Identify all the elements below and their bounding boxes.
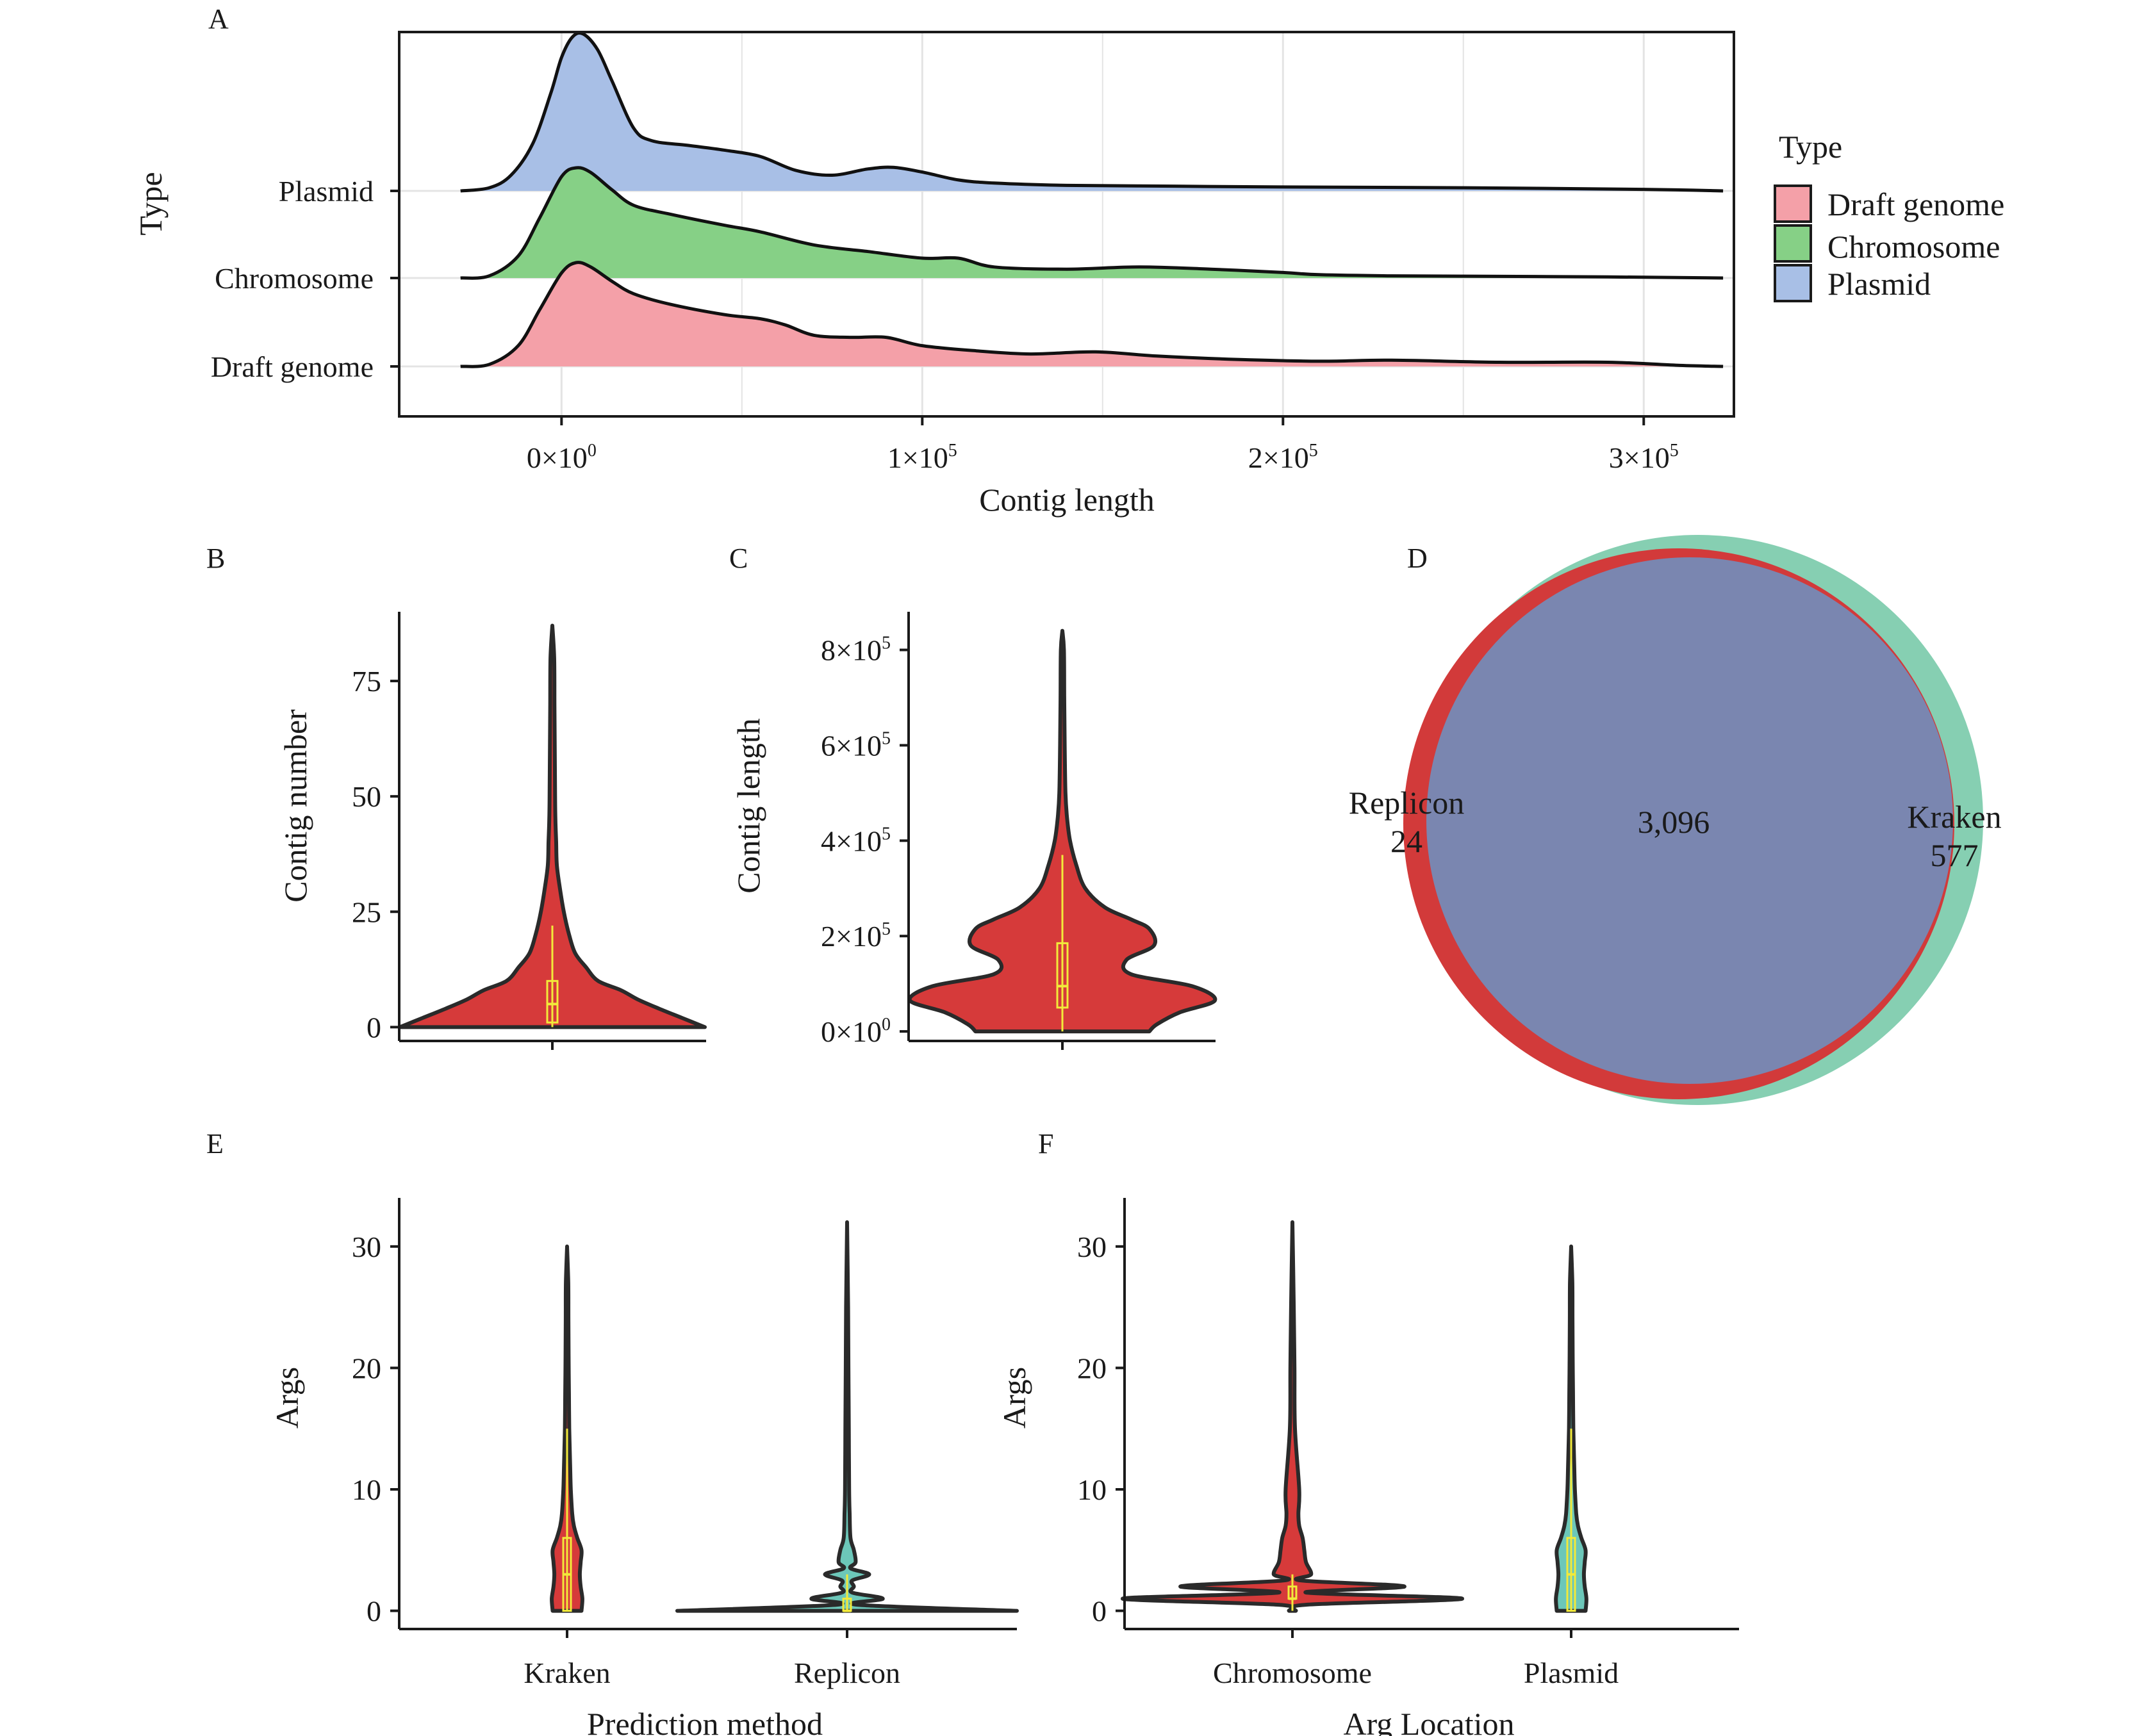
- panel-c-y-title: Contig length: [730, 718, 766, 894]
- e-xtick-label-kraken: Kraken: [524, 1657, 610, 1689]
- panel-b-axes: 0 25 50 75: [352, 612, 706, 1050]
- panel-e: E 0 10 20 30 Kraken Replicon Args Prediction …: [206, 1128, 1019, 1736]
- c-ytick-label: 4×105: [821, 824, 891, 857]
- panel-a-y-title: Type: [133, 172, 169, 235]
- venn-replicon-count: 24: [1390, 823, 1422, 859]
- e-ytick-label: 10: [352, 1473, 381, 1506]
- venn-intersection: [1426, 557, 1953, 1084]
- legend-title: Type: [1779, 129, 1842, 165]
- ridge-line-draft-genome: [460, 261, 1724, 368]
- ridge-fill-chromosome: [460, 167, 1724, 279]
- panel-d: D Replicon 24 3,096 Kraken 577: [1349, 535, 2002, 1105]
- panel-c-axes: 0×100 2×105 4×105 6×105 8×105: [821, 612, 1216, 1050]
- a-ytick-label-chromosome: Chromosome: [215, 262, 374, 295]
- venn-replicon-label: Replicon: [1349, 785, 1465, 821]
- panel-e-y-title: Args: [269, 1367, 305, 1429]
- panel-b-violin: [398, 623, 707, 1029]
- legend-swatch-chromosome: [1774, 224, 1812, 263]
- e-ytick-label: 0: [367, 1595, 381, 1628]
- c-ytick-label: 0×100: [821, 1015, 891, 1048]
- c-violin-body: [907, 628, 1217, 1034]
- panel-e-x-title: Prediction method: [587, 1706, 823, 1736]
- venn-intersection-count: 3,096: [1638, 804, 1710, 840]
- panel-f-violins: [1121, 1220, 1588, 1613]
- c-ytick-label: 2×105: [821, 919, 891, 953]
- venn-kraken-label: Kraken: [1907, 799, 2001, 835]
- f-ytick-label: 20: [1077, 1352, 1107, 1384]
- panel-a-x-title: Contig length: [979, 482, 1155, 518]
- c-ytick-label: 6×105: [821, 728, 891, 762]
- panel-e-axes: 0 10 20 30 Kraken Replicon: [352, 1198, 1017, 1689]
- panel-letter-a: A: [208, 3, 229, 35]
- panel-letter-b: B: [206, 543, 225, 574]
- f-ytick-label: 30: [1077, 1231, 1107, 1263]
- panel-f-y-title: Args: [996, 1367, 1032, 1429]
- panel-a-x-ticks: 0×100 1×105 2×105 3×105: [527, 416, 1679, 474]
- panel-letter-d: D: [1407, 543, 1428, 574]
- e-xtick-label-replicon: Replicon: [794, 1657, 900, 1689]
- legend-label-plasmid: Plasmid: [1827, 266, 1931, 302]
- panel-a-y-ticks: Draft genome Chromosome Plasmid: [211, 175, 399, 383]
- f-chromosome-violin-body: [1121, 1220, 1464, 1613]
- a-xtick-label: 2×105: [1248, 441, 1318, 474]
- f-ytick-label: 0: [1092, 1595, 1107, 1628]
- a-ytick-label-plasmid: Plasmid: [279, 175, 374, 208]
- panel-c-violin: [907, 628, 1217, 1034]
- legend-label-draft-genome: Draft genome: [1827, 186, 2004, 222]
- b-ytick-label: 50: [352, 780, 381, 813]
- panel-e-violins: [550, 1220, 1019, 1613]
- panel-f-x-title: Arg Location: [1343, 1706, 1514, 1736]
- b-ytick-label: 25: [352, 896, 381, 928]
- panel-f: F 0 10 20 30 Chromosome Plasmid Args Arg Loca…: [996, 1128, 1739, 1736]
- panel-b: B 0 25 50 75 Contig number: [206, 543, 707, 1050]
- f-xtick-label-chromosome: Chromosome: [1213, 1657, 1372, 1689]
- panel-a-legend: Type Draft genome Chromosome Plasmid: [1774, 129, 2004, 302]
- c-box: [1056, 942, 1069, 1009]
- panel-letter-e: E: [206, 1128, 224, 1159]
- a-xtick-label: 1×105: [887, 441, 957, 474]
- e-ytick-label: 20: [352, 1352, 381, 1384]
- panel-letter-c: C: [729, 543, 748, 574]
- a-xtick-label: 0×100: [527, 441, 597, 474]
- ridge-line-plasmid: [460, 31, 1724, 193]
- c-ytick-label: 8×105: [821, 634, 891, 667]
- a-ytick-label-draft-genome: Draft genome: [211, 350, 374, 383]
- legend-swatch-plasmid: [1774, 264, 1812, 302]
- panel-c: C 0×100 2×105 4×105 6×105 8×105 Contig lengt…: [729, 543, 1217, 1050]
- ridge-line-chromosome: [460, 166, 1724, 280]
- f-xtick-label-plasmid: Plasmid: [1524, 1657, 1619, 1689]
- panel-letter-f: F: [1038, 1128, 1053, 1159]
- legend-label-chromosome: Chromosome: [1827, 229, 2000, 265]
- panel-f-axes: 0 10 20 30 Chromosome Plasmid: [1077, 1198, 1739, 1689]
- b-ytick-label: 0: [367, 1011, 381, 1044]
- venn-kraken-count: 577: [1931, 837, 1979, 873]
- a-xtick-label: 3×105: [1609, 441, 1679, 474]
- panel-a-frame: [398, 31, 1735, 418]
- legend-swatch-draft-genome: [1774, 184, 1812, 223]
- e-replicon-violin-body: [675, 1220, 1019, 1613]
- f-ytick-label: 10: [1077, 1473, 1107, 1506]
- e-ytick-label: 30: [352, 1231, 381, 1263]
- b-violin-body: [398, 623, 707, 1029]
- panel-a-ridges: [460, 31, 1724, 368]
- b-box: [546, 979, 559, 1024]
- b-ytick-label: 75: [352, 665, 381, 698]
- panel-b-y-title: Contig number: [277, 709, 313, 903]
- ridge-fill-draft-genome: [460, 262, 1724, 367]
